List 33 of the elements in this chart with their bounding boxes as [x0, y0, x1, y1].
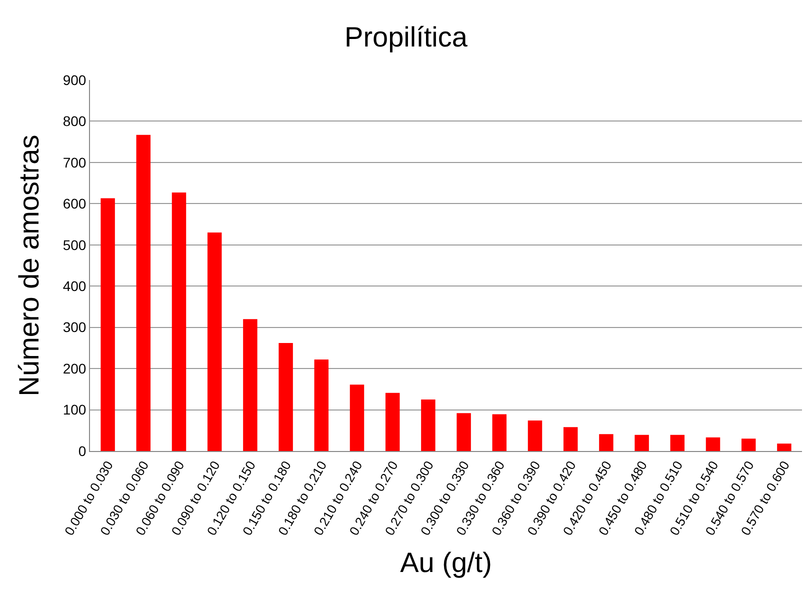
y-tick-label: 900	[62, 72, 86, 88]
bar	[528, 420, 542, 451]
bar	[136, 134, 151, 451]
y-tick-label: 700	[62, 154, 86, 170]
y-tick-label: 500	[62, 236, 86, 253]
y-tick-label: 300	[62, 319, 86, 336]
y-tick-label: 800	[62, 113, 86, 130]
bar	[421, 399, 436, 451]
bar	[456, 413, 471, 451]
chart-title: Propilítica	[344, 22, 468, 53]
bar	[278, 343, 293, 451]
y-tick-label: 600	[62, 196, 86, 212]
bar	[634, 434, 649, 451]
bar	[385, 392, 400, 451]
bar	[243, 319, 258, 451]
y-tick-label: 100	[62, 402, 86, 418]
bar	[599, 434, 614, 451]
bar	[706, 437, 720, 451]
bar	[172, 192, 186, 451]
bar	[314, 359, 329, 451]
bar	[492, 414, 507, 451]
x-axis-title: Au (g/t)	[400, 546, 492, 578]
bar	[207, 232, 222, 451]
y-tick-label: 400	[62, 278, 86, 294]
bar	[777, 444, 792, 451]
bar	[350, 384, 364, 451]
bar	[670, 434, 685, 451]
y-tick-label: 200	[62, 360, 86, 376]
bar	[741, 438, 756, 451]
bar	[563, 427, 578, 451]
y-axis-title: Número de amostras	[14, 134, 45, 396]
bar	[100, 198, 115, 451]
y-tick-label: 0	[78, 442, 86, 459]
